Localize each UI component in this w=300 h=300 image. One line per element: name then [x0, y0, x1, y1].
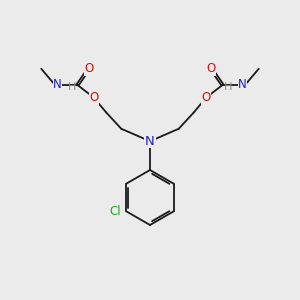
Text: H: H — [68, 82, 76, 92]
Text: O: O — [202, 91, 211, 104]
Text: O: O — [84, 62, 93, 75]
Text: H: H — [224, 82, 232, 92]
Text: N: N — [145, 135, 155, 148]
Text: N: N — [53, 79, 62, 92]
Text: O: O — [207, 62, 216, 75]
Text: N: N — [238, 79, 247, 92]
Text: Cl: Cl — [110, 205, 121, 218]
Text: O: O — [89, 91, 98, 104]
